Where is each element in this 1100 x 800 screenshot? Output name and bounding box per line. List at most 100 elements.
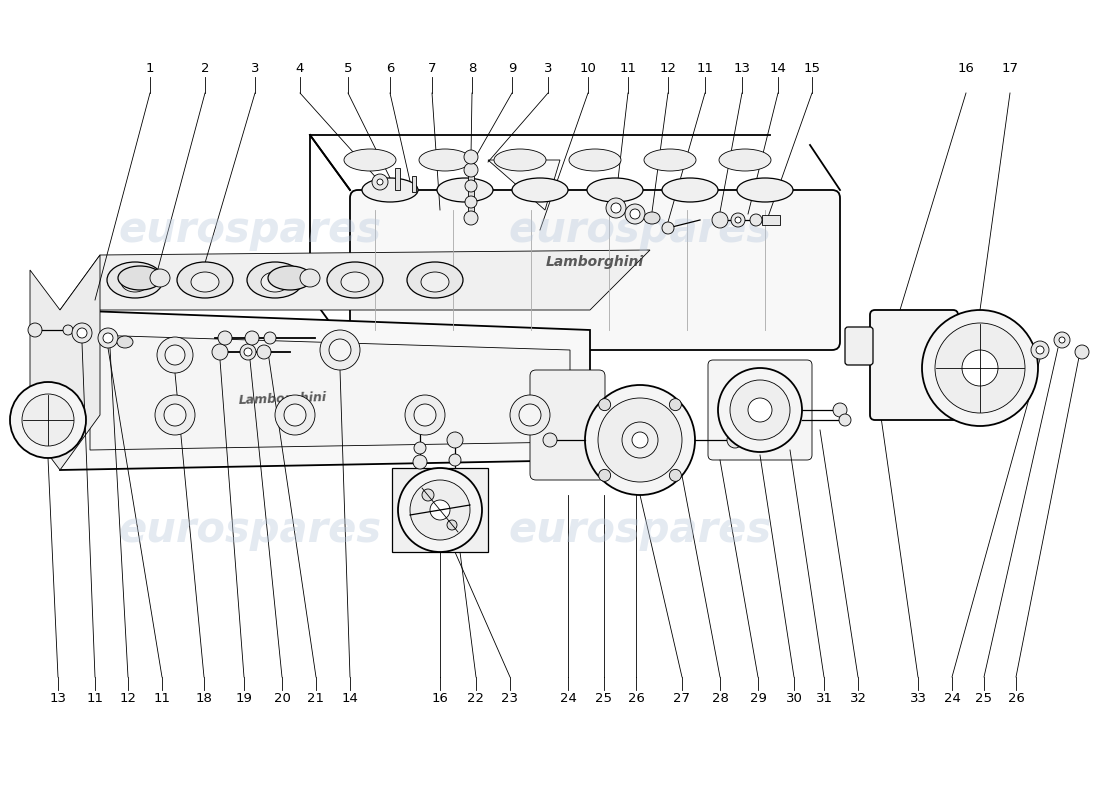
Circle shape bbox=[410, 480, 470, 540]
Ellipse shape bbox=[341, 272, 368, 292]
Text: 15: 15 bbox=[803, 62, 821, 75]
Circle shape bbox=[730, 380, 790, 440]
Circle shape bbox=[465, 196, 477, 208]
Circle shape bbox=[748, 398, 772, 422]
Ellipse shape bbox=[327, 262, 383, 298]
Ellipse shape bbox=[587, 178, 643, 202]
Circle shape bbox=[414, 404, 436, 426]
Text: 9: 9 bbox=[508, 62, 516, 75]
Circle shape bbox=[632, 432, 648, 448]
Polygon shape bbox=[60, 250, 650, 310]
Text: 31: 31 bbox=[815, 692, 833, 705]
Text: 19: 19 bbox=[235, 692, 252, 705]
Circle shape bbox=[245, 331, 258, 345]
FancyBboxPatch shape bbox=[870, 310, 958, 420]
Ellipse shape bbox=[248, 262, 302, 298]
Text: 8: 8 bbox=[468, 62, 476, 75]
Text: Lamborghini: Lamborghini bbox=[239, 390, 327, 406]
Circle shape bbox=[598, 398, 682, 482]
Ellipse shape bbox=[121, 272, 148, 292]
Circle shape bbox=[610, 203, 621, 213]
Circle shape bbox=[670, 398, 681, 410]
Circle shape bbox=[377, 179, 383, 185]
Text: 2: 2 bbox=[200, 62, 209, 75]
Circle shape bbox=[621, 422, 658, 458]
Circle shape bbox=[405, 395, 446, 435]
Circle shape bbox=[750, 214, 762, 226]
Circle shape bbox=[412, 455, 427, 469]
Text: 25: 25 bbox=[976, 692, 992, 705]
Circle shape bbox=[839, 414, 851, 426]
Text: 11: 11 bbox=[619, 62, 637, 75]
Text: 23: 23 bbox=[502, 692, 518, 705]
FancyBboxPatch shape bbox=[350, 190, 840, 350]
Circle shape bbox=[240, 344, 256, 360]
Text: 5: 5 bbox=[343, 62, 352, 75]
Polygon shape bbox=[30, 255, 100, 470]
Circle shape bbox=[585, 385, 695, 495]
Text: 12: 12 bbox=[120, 692, 136, 705]
Bar bbox=[392, 468, 488, 552]
Text: 3: 3 bbox=[251, 62, 260, 75]
Circle shape bbox=[935, 323, 1025, 413]
Text: 10: 10 bbox=[580, 62, 596, 75]
Circle shape bbox=[372, 174, 388, 190]
Circle shape bbox=[63, 325, 73, 335]
Circle shape bbox=[10, 382, 86, 458]
FancyBboxPatch shape bbox=[530, 370, 605, 480]
Ellipse shape bbox=[118, 266, 162, 290]
Text: 4: 4 bbox=[296, 62, 305, 75]
Circle shape bbox=[922, 310, 1038, 426]
Bar bbox=[412, 176, 416, 192]
Circle shape bbox=[630, 209, 640, 219]
Text: 14: 14 bbox=[770, 62, 786, 75]
Circle shape bbox=[1036, 346, 1044, 354]
Circle shape bbox=[218, 331, 232, 345]
Bar bbox=[395, 168, 400, 190]
Circle shape bbox=[447, 432, 463, 448]
Text: 20: 20 bbox=[274, 692, 290, 705]
Ellipse shape bbox=[569, 149, 622, 171]
Text: 33: 33 bbox=[910, 692, 926, 705]
Ellipse shape bbox=[261, 272, 289, 292]
Text: 11: 11 bbox=[87, 692, 103, 705]
Circle shape bbox=[398, 468, 482, 552]
Circle shape bbox=[165, 345, 185, 365]
FancyBboxPatch shape bbox=[708, 360, 812, 460]
Text: 29: 29 bbox=[749, 692, 767, 705]
Text: 11: 11 bbox=[696, 62, 714, 75]
Circle shape bbox=[464, 163, 478, 177]
Ellipse shape bbox=[191, 272, 219, 292]
Circle shape bbox=[103, 333, 113, 343]
Text: eurospares: eurospares bbox=[119, 209, 382, 251]
Text: 13: 13 bbox=[50, 692, 66, 705]
Ellipse shape bbox=[150, 269, 170, 287]
Circle shape bbox=[320, 330, 360, 370]
Circle shape bbox=[284, 404, 306, 426]
Text: 6: 6 bbox=[386, 62, 394, 75]
Ellipse shape bbox=[107, 262, 163, 298]
Text: 3: 3 bbox=[543, 62, 552, 75]
Text: 24: 24 bbox=[560, 692, 576, 705]
Circle shape bbox=[464, 150, 478, 164]
Circle shape bbox=[833, 403, 847, 417]
Ellipse shape bbox=[117, 336, 133, 348]
Circle shape bbox=[732, 213, 745, 227]
Circle shape bbox=[1059, 337, 1065, 343]
Circle shape bbox=[510, 395, 550, 435]
Circle shape bbox=[275, 395, 315, 435]
Circle shape bbox=[712, 212, 728, 228]
Polygon shape bbox=[90, 335, 570, 450]
Circle shape bbox=[718, 368, 802, 452]
Text: Lamborghini: Lamborghini bbox=[546, 255, 645, 269]
Bar bbox=[468, 155, 474, 220]
Circle shape bbox=[598, 398, 611, 410]
Ellipse shape bbox=[419, 149, 471, 171]
Circle shape bbox=[625, 204, 645, 224]
Circle shape bbox=[662, 222, 674, 234]
Ellipse shape bbox=[300, 269, 320, 287]
Circle shape bbox=[264, 332, 276, 344]
Ellipse shape bbox=[494, 149, 546, 171]
Circle shape bbox=[98, 328, 118, 348]
Text: 13: 13 bbox=[734, 62, 750, 75]
